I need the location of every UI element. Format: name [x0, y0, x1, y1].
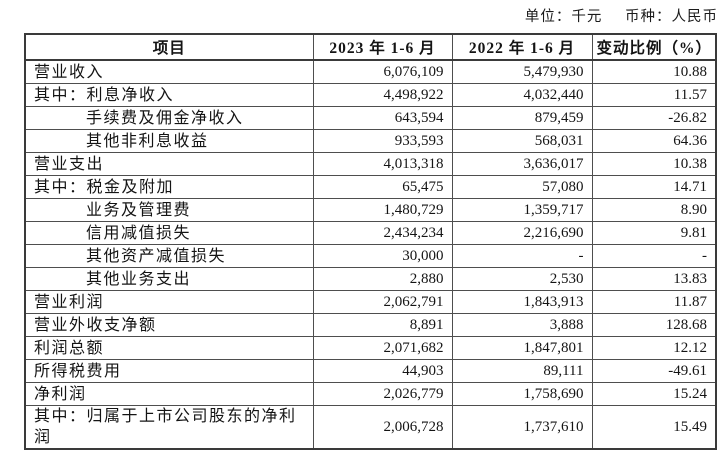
change-cell: 128.68 [591, 313, 717, 337]
header-2023-column: 2023 年 1-6 月 [312, 33, 453, 61]
value-2022-cell: 89,111 [451, 359, 593, 383]
change-cell: 11.57 [591, 83, 717, 107]
value-2023-cell: 4,498,922 [312, 83, 453, 107]
value-2022-cell: 1,843,913 [451, 290, 593, 314]
table-row: 其他非利息收益 933,593 568,031 64.36 [24, 129, 717, 153]
change-cell: 11.87 [591, 290, 717, 314]
item-cell: 其他资产减值损失 [24, 244, 314, 268]
header-row: 项目 2023 年 1-6 月 2022 年 1-6 月 变动比例（%） [24, 33, 717, 61]
value-2023-cell: 4,013,318 [312, 152, 453, 176]
change-cell: 15.24 [591, 382, 717, 406]
table-row: 其中：税金及附加 65,475 57,080 14.71 [24, 175, 717, 199]
item-cell: 营业收入 [24, 59, 314, 84]
change-cell: -26.82 [591, 106, 717, 130]
item-cell: 其中：归属于上市公司股东的净利润 [24, 405, 314, 450]
value-2022-cell: 57,080 [451, 175, 593, 199]
value-2023-cell: 30,000 [312, 244, 453, 268]
table-body: 营业收入 6,076,109 5,479,930 10.88 其中：利息净收入 4,498… [24, 59, 717, 450]
value-2023-cell: 6,076,109 [312, 59, 453, 84]
income-statement-table: 项目 2023 年 1-6 月 2022 年 1-6 月 变动比例（%） 营业收… [24, 33, 717, 450]
unit-label: 单位：千元 [524, 9, 603, 25]
table-row: 其他业务支出 2,880 2,530 13.83 [24, 267, 717, 291]
value-2022-cell: 1,847,801 [451, 336, 593, 360]
value-2022-cell: 2,216,690 [451, 221, 593, 245]
table-row: 其他资产减值损失 30,000- - [24, 244, 717, 268]
change-cell: 10.38 [591, 152, 717, 176]
item-cell: 其他非利息收益 [24, 129, 314, 153]
value-2022-cell: - [451, 244, 593, 268]
currency-label: 币种：人民币 [625, 9, 718, 25]
value-2023-cell: 44,903 [312, 359, 453, 383]
table-row: 所得税费用 44,903 89,111 -49.61 [24, 359, 717, 383]
unit-currency-line: 单位：千元 币种：人民币 [525, 5, 718, 26]
change-cell: 64.36 [591, 129, 717, 153]
value-2023-cell: 933,593 [312, 129, 453, 153]
table-row: 利润总额 2,071,682 1,847,801 12.12 [24, 336, 717, 360]
value-2023-cell: 65,475 [312, 175, 453, 199]
value-2023-cell: 8,891 [312, 313, 453, 337]
change-cell: 14.71 [591, 175, 717, 199]
table-row: 净利润 2,026,779 1,758,690 15.24 [24, 382, 717, 406]
item-cell: 其他业务支出 [24, 267, 314, 291]
value-2022-cell: 1,737,610 [451, 405, 593, 450]
value-2022-cell: 3,888 [451, 313, 593, 337]
value-2022-cell: 2,530 [451, 267, 593, 291]
value-2022-cell: 5,479,930 [451, 59, 593, 84]
value-2023-cell: 2,062,791 [312, 290, 453, 314]
item-cell: 其中：利息净收入 [24, 83, 314, 107]
value-2022-cell: 1,758,690 [451, 382, 593, 406]
item-cell: 所得税费用 [24, 359, 314, 383]
value-2022-cell: 3,636,017 [451, 152, 593, 176]
item-cell: 信用减值损失 [24, 221, 314, 245]
change-cell: 8.90 [591, 198, 717, 222]
value-2023-cell: 2,880 [312, 267, 453, 291]
change-cell: 13.83 [591, 267, 717, 291]
table-row: 营业支出 4,013,318 3,636,017 10.38 [24, 152, 717, 176]
header-change-column: 变动比例（%） [591, 33, 717, 61]
item-cell: 手续费及佣金净收入 [24, 106, 314, 130]
item-cell: 营业支出 [24, 152, 314, 176]
change-cell: 10.88 [591, 59, 717, 84]
value-2023-cell: 643,594 [312, 106, 453, 130]
value-2023-cell: 1,480,729 [312, 198, 453, 222]
table-row: 信用减值损失 2,434,234 2,216,690 9.81 [24, 221, 717, 245]
table-row: 其中：利息净收入 4,498,922 4,032,440 11.57 [24, 83, 717, 107]
value-2023-cell: 2,026,779 [312, 382, 453, 406]
value-2022-cell: 4,032,440 [451, 83, 593, 107]
change-cell: 12.12 [591, 336, 717, 360]
value-2022-cell: 568,031 [451, 129, 593, 153]
table-row: 业务及管理费 1,480,729 1,359,717 8.90 [24, 198, 717, 222]
value-2022-cell: 1,359,717 [451, 198, 593, 222]
header-item-column: 项目 [24, 33, 314, 61]
table-row: 手续费及佣金净收入 643,594 879,459 -26.82 [24, 106, 717, 130]
value-2022-cell: 879,459 [451, 106, 593, 130]
value-2023-cell: 2,006,728 [312, 405, 453, 450]
item-cell: 其中：税金及附加 [24, 175, 314, 199]
item-cell: 业务及管理费 [24, 198, 314, 222]
change-cell: 9.81 [591, 221, 717, 245]
item-cell: 营业外收支净额 [24, 313, 314, 337]
table-header: 项目 2023 年 1-6 月 2022 年 1-6 月 变动比例（%） [24, 33, 717, 61]
table-row: 营业收入 6,076,109 5,479,930 10.88 [24, 59, 717, 84]
table-row: 营业外收支净额 8,891 3,888 128.68 [24, 313, 717, 337]
value-2023-cell: 2,071,682 [312, 336, 453, 360]
change-cell: 15.49 [591, 405, 717, 450]
change-cell: -49.61 [591, 359, 717, 383]
item-cell: 净利润 [24, 382, 314, 406]
header-2022-column: 2022 年 1-6 月 [451, 33, 593, 61]
value-2023-cell: 2,434,234 [312, 221, 453, 245]
change-cell: - [591, 244, 717, 268]
item-cell: 利润总额 [24, 336, 314, 360]
table-row: 其中：归属于上市公司股东的净利润 2,006,728 1,737,610 15.49 [24, 405, 717, 450]
table-row: 营业利润 2,062,791 1,843,913 11.87 [24, 290, 717, 314]
item-cell: 营业利润 [24, 290, 314, 314]
